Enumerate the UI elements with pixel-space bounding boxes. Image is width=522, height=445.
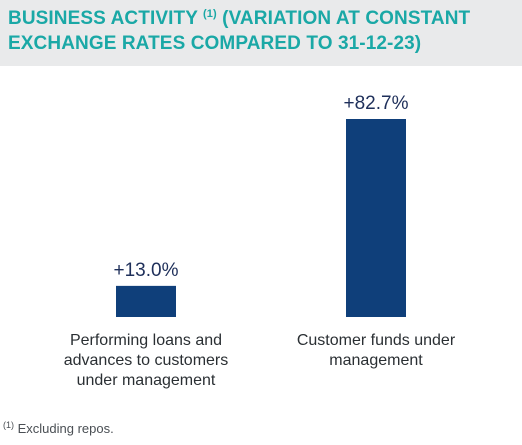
title-band: BUSINESS ACTIVITY (1) (VARIATION AT CONS… <box>0 0 522 66</box>
value-label-customer-funds: +82.7% <box>344 93 409 114</box>
footnote-text: Excluding repos. <box>14 421 114 436</box>
category-label-loans: Performing loans and advances to custome… <box>63 332 229 389</box>
value-label-loans: +13.0% <box>114 260 179 281</box>
chart-title-text-cont: (VARIATION AT CONSTANT EXCHANGE RATES CO… <box>8 8 471 54</box>
chart-title-text: BUSINESS ACTIVITY <box>8 8 204 29</box>
title-footnote-marker: (1) <box>203 8 217 20</box>
bar-customer-funds <box>346 119 406 317</box>
category-label-customer-funds: Customer funds under management <box>296 332 456 369</box>
chart-title: BUSINESS ACTIVITY (1) (VARIATION AT CONS… <box>8 6 513 56</box>
footnote: (1) Excluding repos. <box>3 420 114 437</box>
bar-loans <box>116 285 176 317</box>
footnote-marker: (1) <box>3 420 14 430</box>
